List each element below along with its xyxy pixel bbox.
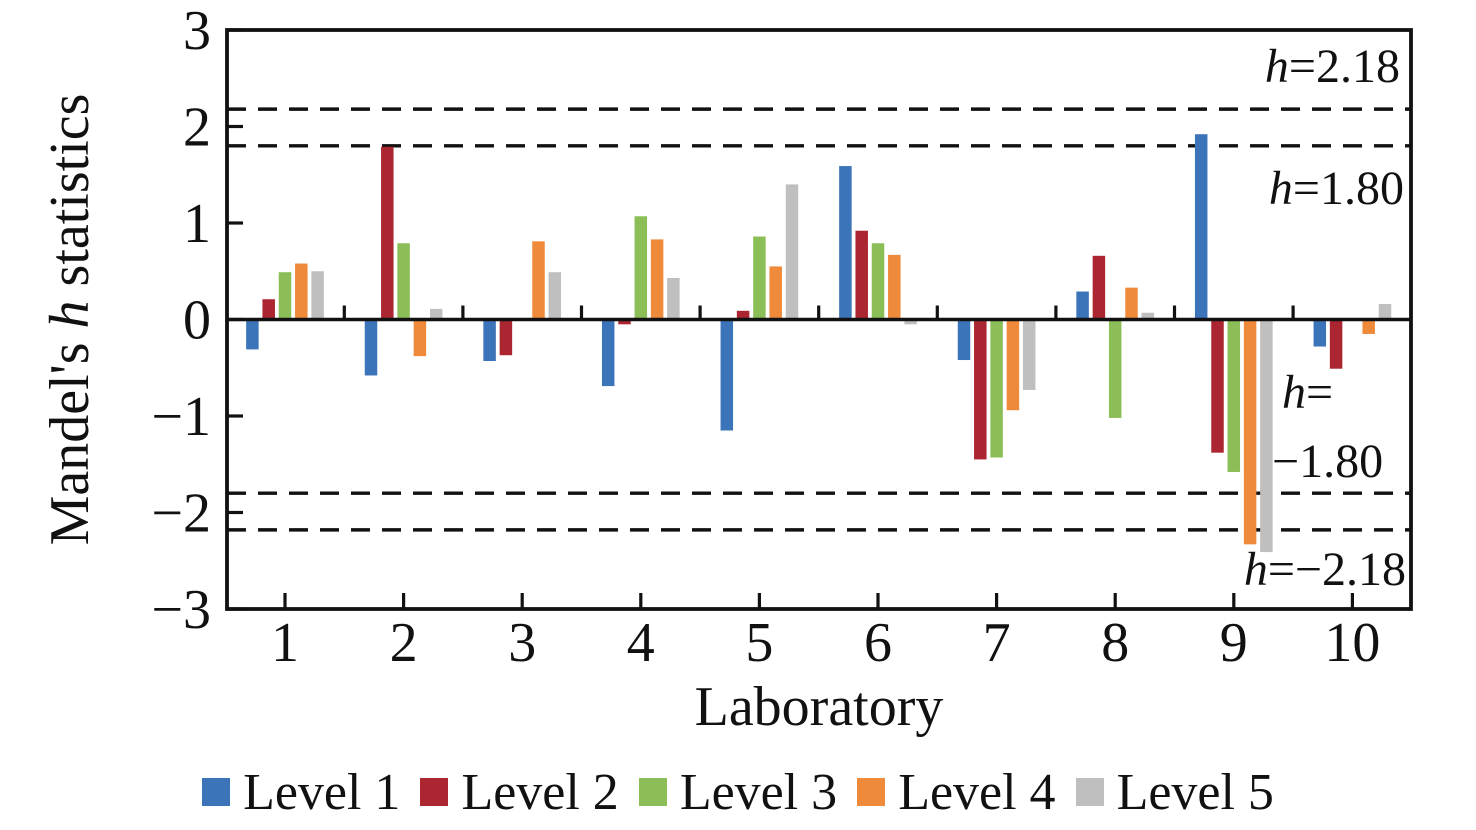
- bar-lab1-level-5: [311, 271, 324, 320]
- legend-label: Level 4: [898, 763, 1056, 821]
- y-axis-tick-label: 0: [183, 290, 211, 352]
- legend-item-level-3: Level 3: [638, 763, 838, 822]
- y-axis-title: Mandel's h statistics: [39, 94, 101, 546]
- legend-swatch-icon: [1075, 778, 1104, 806]
- bar-lab8-level-5: [1141, 312, 1155, 320]
- bar-lab7-level-2: [974, 319, 987, 460]
- bar-lab4-level-5: [667, 278, 680, 320]
- bar-lab3-level-4: [532, 241, 545, 320]
- legend-label: Level 2: [461, 763, 619, 821]
- legend-item-level-5: Level 5: [1075, 763, 1274, 822]
- bar-lab10-level-2: [1329, 319, 1343, 369]
- bar-lab2-level-3: [397, 243, 410, 320]
- x-axis-title: Laboratory: [695, 676, 944, 738]
- legend-label: Level 3: [679, 763, 838, 821]
- bar-lab4-level-3: [634, 216, 648, 320]
- bar-lab7-level-3: [990, 319, 1003, 458]
- bar-lab5-level-3: [753, 236, 766, 320]
- y-axis-tick-label: −3: [151, 579, 211, 641]
- bar-lab3-level-2: [499, 319, 513, 356]
- bar-lab7-level-4: [1006, 319, 1020, 411]
- bar-lab8-level-2: [1092, 255, 1106, 320]
- legend-swatch-icon: [202, 778, 231, 806]
- bar-lab7-level-5: [1022, 319, 1036, 390]
- bar-lab10-level-5: [1378, 304, 1392, 320]
- x-axis-tick-label: 9: [1220, 612, 1248, 674]
- bar-lab1-level-2: [262, 299, 275, 320]
- bar-lab9-level-4: [1243, 319, 1257, 545]
- x-axis-tick-label: 2: [390, 612, 418, 674]
- bar-lab9-level-5: [1260, 319, 1273, 553]
- x-axis-tick-label: 4: [627, 612, 655, 674]
- bar-lab6-level-2: [855, 230, 868, 320]
- reference-line-annotation: −1.80: [1272, 435, 1383, 488]
- bar-lab4-level-2: [618, 319, 631, 325]
- bar-lab6-level-5: [904, 319, 917, 325]
- x-axis-tick-label: 5: [745, 612, 773, 674]
- bar-lab8-level-3: [1108, 319, 1122, 418]
- bar-lab2-level-2: [381, 146, 394, 320]
- legend-label: Level 5: [1116, 763, 1274, 821]
- legend-label: Level 1: [243, 763, 401, 821]
- bar-lab9-level-3: [1227, 319, 1241, 472]
- legend-swatch-icon: [638, 778, 667, 806]
- bar-lab9-level-2: [1211, 319, 1224, 453]
- legend-item-level-4: Level 4: [857, 763, 1056, 822]
- y-axis-tick-label: 1: [183, 193, 211, 255]
- bar-lab1-level-1: [246, 319, 259, 350]
- bar-lab8-level-1: [1076, 291, 1089, 320]
- bar-lab10-level-4: [1362, 319, 1375, 334]
- reference-line-annotation: h=1.80: [1269, 162, 1404, 215]
- bar-lab5-level-1: [720, 319, 734, 431]
- bar-lab5-level-2: [736, 310, 750, 320]
- bar-lab6-level-1: [839, 166, 852, 320]
- bar-lab8-level-4: [1125, 287, 1138, 320]
- y-axis-tick-label: −1: [151, 386, 211, 448]
- bar-lab4-level-1: [601, 319, 615, 387]
- legend-swatch-icon: [420, 778, 449, 806]
- bar-lab4-level-4: [650, 239, 664, 320]
- bar-lab3-level-5: [548, 272, 562, 320]
- bar-lab3-level-1: [483, 319, 496, 361]
- bar-lab6-level-3: [871, 243, 885, 320]
- bar-lab2-level-5: [429, 308, 443, 320]
- reference-line-annotation: h=−2.18: [1244, 543, 1406, 596]
- x-axis-tick-label: 1: [271, 612, 299, 674]
- legend-item-level-2: Level 2: [420, 763, 619, 822]
- y-axis-tick-label: 2: [183, 97, 211, 159]
- bar-lab6-level-4: [888, 254, 901, 320]
- x-axis-tick-label: 8: [1101, 612, 1129, 674]
- bar-lab2-level-4: [413, 319, 427, 357]
- x-axis-tick-label: 7: [983, 612, 1011, 674]
- x-axis-tick-label: 10: [1324, 612, 1380, 674]
- bar-lab1-level-3: [278, 272, 292, 320]
- y-axis-tick-label: 3: [183, 0, 211, 62]
- bar-lab5-level-5: [785, 184, 799, 320]
- reference-line-annotation: h=2.18: [1265, 40, 1400, 93]
- bar-lab10-level-1: [1313, 319, 1327, 347]
- legend-item-level-1: Level 1: [202, 763, 400, 822]
- x-axis-tick-label: 3: [508, 612, 536, 674]
- y-axis-tick-label: −2: [151, 483, 211, 545]
- chart-legend: Level 1 Level 2 Level 3 Level 4 Level 5: [0, 760, 1476, 824]
- bar-lab2-level-1: [364, 319, 378, 376]
- x-axis-tick-label: 6: [864, 612, 892, 674]
- bar-lab7-level-1: [957, 319, 971, 361]
- legend-swatch-icon: [857, 778, 886, 806]
- bar-lab1-level-4: [295, 263, 308, 320]
- reference-line-annotation: h=: [1282, 366, 1333, 419]
- bar-lab9-level-1: [1194, 134, 1208, 320]
- bar-lab5-level-4: [769, 266, 782, 320]
